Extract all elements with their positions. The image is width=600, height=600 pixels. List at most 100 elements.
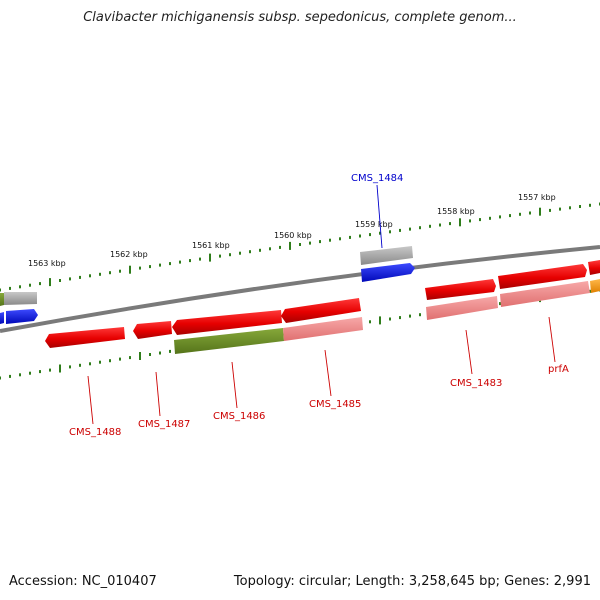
gene-arrow-cms-1487[interactable] — [133, 321, 172, 339]
outer-scale-minor-tick — [499, 215, 501, 219]
gene-arrow-prfa[interactable] — [500, 281, 590, 307]
gene-arrow-cms-1486-red[interactable] — [172, 310, 282, 335]
inner-scale-minor-tick — [149, 353, 151, 356]
gene-arrow-cms-1485[interactable] — [281, 298, 361, 323]
inner-scale-minor-tick — [499, 302, 501, 306]
outer-scale-minor-tick — [479, 218, 481, 222]
outer-scale-minor-tick — [39, 282, 41, 286]
outer-scale-minor-tick — [0, 288, 1, 292]
scale-label-1560: 1560 kbp — [274, 231, 312, 240]
gene-arrow-cms-1484[interactable] — [360, 246, 413, 265]
outer-scale-minor-tick — [339, 237, 341, 241]
scale-label-1558: 1558 kbp — [437, 207, 475, 216]
gene-arrow-blue-left-2[interactable] — [6, 309, 38, 324]
outer-scale-minor-tick — [199, 257, 201, 261]
outer-scale-minor-tick — [79, 275, 81, 279]
outer-scale-minor-tick — [249, 250, 251, 254]
outer-scale-minor-tick — [419, 226, 421, 230]
gene-arrow-blue-cms-1484[interactable] — [361, 263, 415, 282]
gene-arrow-cms-1485-pink[interactable] — [283, 317, 363, 341]
inner-scale-minor-tick — [399, 316, 401, 320]
inner-scale-minor-tick — [109, 359, 111, 363]
reverse-strand-genes — [0, 263, 600, 354]
inner-scale-minor-tick — [0, 376, 1, 380]
outer-scale-minor-tick — [59, 279, 61, 282]
outer-scale-minor-tick — [229, 253, 231, 257]
inner-scale-minor-tick — [19, 373, 21, 377]
gene-arrow-gray-left[interactable] — [4, 292, 37, 305]
gene-label-cms-1484[interactable]: CMS_1484 — [351, 173, 403, 184]
outer-scale-minor-tick — [259, 248, 261, 252]
outer-scale-minor-tick — [409, 227, 411, 231]
inner-scale-minor-tick — [79, 363, 81, 367]
outer-scale-minor-tick — [189, 259, 191, 263]
inner-scale-minor-tick — [69, 365, 71, 369]
outer-scale-minor-tick — [489, 216, 491, 220]
scale-labels: 1563 kbp 1562 kbp 1561 kbp 1560 kbp 1559… — [28, 193, 556, 268]
outer-scale-minor-tick — [159, 263, 161, 267]
outer-scale-minor-tick — [579, 205, 581, 208]
leader-cms-1484 — [376, 184, 383, 249]
outer-scale-minor-tick — [369, 233, 371, 237]
outer-scale-minor-tick — [549, 208, 551, 212]
accession-text: Accession: NC_010407 — [9, 574, 157, 589]
gene-arrow-cms-1486[interactable] — [174, 328, 284, 354]
scale-label-1561: 1561 kbp — [192, 241, 230, 250]
outer-scale-minor-tick — [299, 243, 301, 246]
gene-label-cms-1488[interactable]: CMS_1488 — [69, 427, 121, 438]
inner-scale-minor-tick — [409, 314, 411, 318]
outer-scale-minor-tick — [219, 254, 221, 258]
gene-arrow-blue-left[interactable] — [0, 312, 4, 324]
outer-scale-minor-tick — [149, 265, 151, 269]
gene-arrow-red-1[interactable] — [425, 279, 496, 300]
outer-scale-major-tick — [459, 218, 461, 227]
inner-scale-minor-tick — [159, 351, 161, 355]
gene-label-cms-1483[interactable]: CMS_1483 — [450, 378, 502, 389]
leader-prfa — [548, 316, 556, 363]
outer-scale-minor-tick — [279, 245, 281, 249]
scale-label-1563: 1563 kbp — [28, 259, 66, 268]
outer-scale-minor-tick — [99, 272, 101, 276]
outer-scale-minor-tick — [239, 251, 241, 255]
gene-label-cms-1487[interactable]: CMS_1487 — [138, 419, 190, 430]
gene-label-cms-1485[interactable]: CMS_1485 — [309, 399, 361, 410]
outer-scale-minor-tick — [89, 274, 91, 278]
inner-scale-major-tick — [379, 316, 381, 325]
outer-scale-minor-tick — [389, 230, 391, 234]
gene-arrow-red-2[interactable] — [498, 264, 587, 289]
gene-arrow-orange[interactable] — [590, 279, 600, 293]
inner-scale-minor-tick — [589, 289, 591, 293]
outer-scale-minor-tick — [139, 266, 141, 270]
outer-scale-minor-tick — [269, 247, 271, 251]
inner-scale-minor-tick — [39, 370, 41, 374]
gene-arrow-green-left[interactable] — [0, 293, 4, 306]
outer-scale-major-tick — [289, 241, 291, 250]
outer-scale-minor-tick — [399, 228, 401, 232]
outer-scale-minor-tick — [119, 269, 121, 273]
inner-scale-minor-tick — [419, 313, 421, 317]
topology-summary: Topology: circular; Length: 3,258,645 bp… — [233, 574, 591, 589]
gene-label-prfa[interactable]: prfA — [548, 364, 569, 375]
outer-scale-minor-tick — [519, 212, 521, 216]
gene-arrow-red-3[interactable] — [588, 260, 600, 275]
scale-label-1559: 1559 kbp — [355, 220, 393, 229]
outer-scale-minor-tick — [9, 286, 11, 290]
gene-arrow-cms-1488[interactable] — [45, 327, 125, 348]
outer-scale-minor-tick — [359, 234, 361, 238]
leader-cms-1483 — [465, 329, 473, 375]
inner-scale-minor-tick — [89, 362, 91, 366]
inner-scale-minor-tick — [99, 360, 101, 364]
gene-label-cms-1486[interactable]: CMS_1486 — [213, 411, 265, 422]
forward-strand-genes — [0, 246, 600, 306]
gene-arrow-cms-1483[interactable] — [426, 296, 498, 320]
leader-cms-1486 — [231, 361, 238, 409]
outer-scale-minor-tick — [469, 219, 471, 223]
outer-scale-minor-tick — [429, 224, 431, 228]
outer-scale-minor-tick — [29, 283, 31, 287]
inner-scale-minor-tick — [49, 368, 51, 372]
outer-scale-minor-tick — [109, 271, 111, 275]
outer-scale-minor-tick — [439, 223, 441, 227]
inner-scale-major-tick — [139, 352, 141, 360]
